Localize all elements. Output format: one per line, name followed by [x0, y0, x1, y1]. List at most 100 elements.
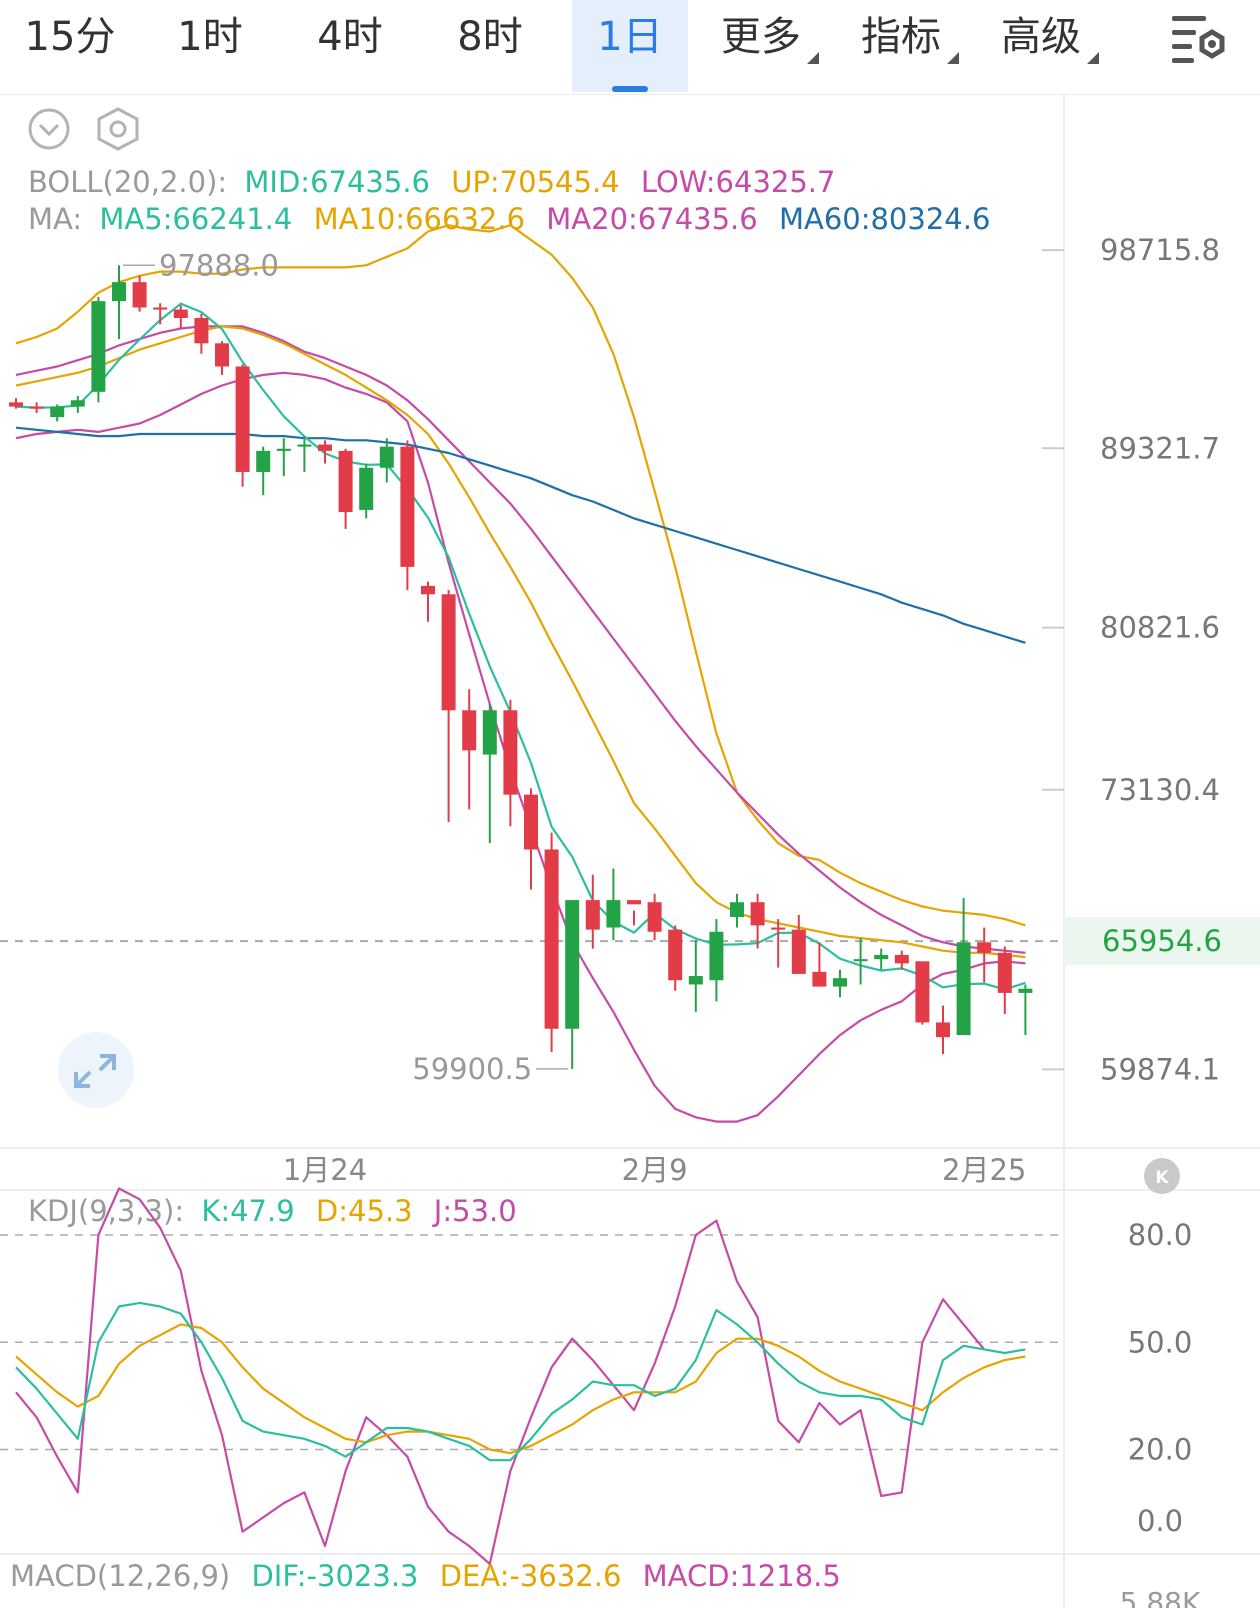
- macd-macd: MACD:1218.5: [643, 1559, 841, 1593]
- low-label: 59900.5: [412, 1052, 532, 1086]
- candle-body: [112, 282, 126, 302]
- candle-body: [771, 927, 786, 930]
- candle-body: [91, 301, 106, 392]
- kdj-tick-label: 50.0: [1128, 1325, 1193, 1359]
- candle-body: [750, 902, 765, 926]
- candle-body: [688, 976, 703, 985]
- candle-body: [503, 710, 518, 795]
- candle-body: [379, 446, 394, 468]
- kdj-j: J:53.0: [432, 1194, 517, 1228]
- candle-body: [627, 900, 641, 905]
- tab-label: 更多: [721, 14, 801, 60]
- kdj-k-line: [15, 1301, 1026, 1462]
- candle-body: [647, 902, 662, 932]
- x-tick-label: 2月9: [622, 1153, 688, 1187]
- candle-body: [194, 318, 209, 344]
- tab-6[interactable]: 指标: [840, 0, 980, 92]
- dropdown-caret-icon: [947, 52, 959, 64]
- candle-body: [544, 849, 559, 1029]
- x-tick-label: 1月24: [283, 1153, 367, 1187]
- ma20-value: MA20:67435.6: [546, 202, 757, 236]
- last-price-bg: [1064, 917, 1260, 966]
- tab-label: 8时: [457, 14, 523, 60]
- macd-dea: DEA:-3632.6: [440, 1559, 622, 1593]
- kdj-d-line: [15, 1323, 1026, 1455]
- chart-settings-icon[interactable]: [1170, 10, 1230, 66]
- expand-arrows-icon[interactable]: [58, 1032, 134, 1108]
- candle-body: [791, 929, 806, 974]
- candle-body: [812, 971, 827, 987]
- tab-1[interactable]: 1时: [140, 0, 280, 92]
- candle-body: [50, 406, 65, 418]
- ma5-value: MA5:66241.4: [99, 202, 292, 236]
- kdj-name: KDJ(9,3,3):: [28, 1194, 184, 1228]
- tab-3[interactable]: 8时: [420, 0, 560, 92]
- candle-body: [29, 406, 44, 409]
- ma60-value: MA60:80324.6: [779, 202, 990, 236]
- candle-body: [833, 978, 847, 987]
- candle-body: [318, 444, 332, 451]
- y-tick-label: 98715.8: [1100, 233, 1220, 267]
- ma10-line: [15, 325, 1026, 959]
- candle-body: [956, 942, 971, 1036]
- ma-name: MA:: [28, 202, 82, 236]
- tab-0[interactable]: 15分: [0, 0, 140, 92]
- kdj-tick-label: 20.0: [1128, 1433, 1193, 1467]
- candle-body: [359, 467, 374, 510]
- y-tick-label: 89321.7: [1100, 431, 1220, 465]
- tab-5[interactable]: 更多: [700, 0, 840, 92]
- active-tab-indicator: [612, 86, 648, 92]
- kdj-legend: KDJ(9,3,3): K:47.9 D:45.3 J:53.0: [28, 1194, 517, 1228]
- boll-low: LOW:64325.7: [641, 165, 836, 199]
- candle-body: [70, 400, 85, 407]
- macd-legend: MACD(12,26,9) DIF:-3023.3 DEA:-3632.6 MA…: [10, 1559, 841, 1593]
- boll-up: UP:70545.4: [451, 165, 619, 199]
- candle-body: [915, 961, 930, 1023]
- candle-body: [606, 900, 621, 928]
- candle-body: [132, 282, 147, 308]
- boll-up-line: [15, 224, 1026, 927]
- candle-body: [173, 309, 188, 318]
- last-price-label: 65954.6: [1102, 924, 1222, 958]
- candle-body: [585, 900, 600, 930]
- candle-body: [565, 900, 580, 1029]
- boll-mid-line: [15, 325, 1026, 954]
- candle-body: [730, 902, 744, 917]
- boll-name: BOLL(20,2.0):: [28, 165, 227, 199]
- k-logo-icon: K: [1144, 1158, 1180, 1194]
- macd-name: MACD(12,26,9): [10, 1559, 230, 1593]
- chevron-down-icon[interactable]: [28, 108, 70, 150]
- tab-label: 4时: [317, 14, 383, 60]
- boll-low-line: [15, 371, 1026, 1123]
- kdj-tick-label: 0.0: [1137, 1504, 1183, 1538]
- candle-body: [153, 307, 168, 310]
- candle-body: [421, 585, 435, 595]
- candle-body: [297, 444, 312, 447]
- candle-body: [1018, 988, 1033, 993]
- candle-body: [338, 450, 353, 513]
- y-tick-label: 73130.4: [1100, 773, 1220, 807]
- tab-2[interactable]: 4时: [280, 0, 420, 92]
- tab-label: 1时: [177, 14, 243, 60]
- timeframe-tabs: 15分 1时 4时 8时 1日 更多 指标 高级: [0, 0, 1260, 95]
- macd-dif: DIF:-3023.3: [251, 1559, 418, 1593]
- candle-body: [709, 931, 724, 981]
- high-label: 97888.0: [159, 248, 279, 282]
- boll-legend: BOLL(20,2.0): MID:67435.6 UP:70545.4 LOW…: [28, 165, 835, 199]
- tab-7[interactable]: 高级: [980, 0, 1120, 92]
- tab-4[interactable]: 1日: [572, 0, 688, 92]
- kdj-d: D:45.3: [316, 1194, 413, 1228]
- ma60-line: [15, 426, 1026, 644]
- candle-body: [936, 1022, 950, 1038]
- candle-body: [441, 594, 456, 711]
- tab-label: 高级: [1001, 14, 1081, 60]
- candle-body: [276, 448, 291, 451]
- candle-body: [977, 942, 992, 953]
- ma10-value: MA10:66632.6: [314, 202, 525, 236]
- tab-label: 1日: [597, 14, 663, 60]
- candle-body: [668, 929, 683, 981]
- y-tick-label: 59874.1: [1100, 1052, 1220, 1086]
- hexagon-gear-icon[interactable]: [97, 107, 139, 151]
- dropdown-caret-icon: [807, 52, 819, 64]
